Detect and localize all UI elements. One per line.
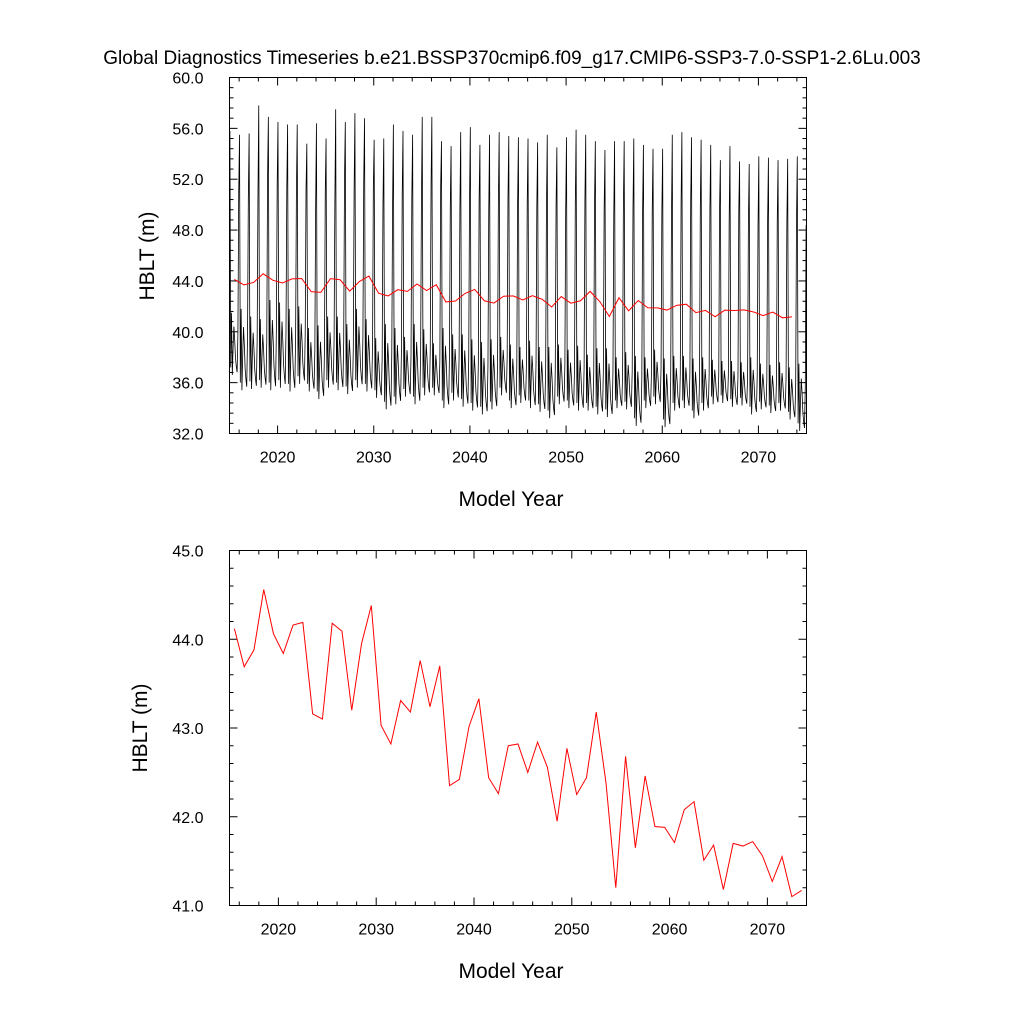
top-chart-y-tick-label: 52.0 [172, 172, 203, 189]
bottom-chart-y-tick-label: 41.0 [172, 899, 203, 916]
top-chart-y-tick-label: 60.0 [172, 71, 203, 88]
bottom-chart-y-tick-label: 45.0 [172, 544, 203, 561]
top-chart-tick-labels: 2020 2030 2040 2050 2060 2070 32.0 36.0 40.0 44.0… [172, 71, 776, 467]
bottom-chart-ticks [229, 550, 807, 906]
top-chart-lines [229, 105, 807, 431]
top-chart-y-tick-label: 48.0 [172, 223, 203, 240]
top-chart: 2020 2030 2040 2050 2060 2070 32.0 36.0 40.0 44.0… [136, 71, 807, 511]
top-chart-annual-mean-line [234, 273, 793, 319]
bottom-chart-x-axis-title: Model Year [458, 960, 563, 983]
top-chart-y-tick-label: 32.0 [172, 427, 203, 444]
bottom-chart: 2020 2030 2040 2050 2060 2070 41.0 42.0 43.0 44.0… [129, 544, 807, 983]
top-chart-plot-frame [229, 77, 807, 434]
top-chart-x-axis-title: Model Year [458, 488, 563, 511]
bottom-chart-y-tick-label: 43.0 [172, 721, 203, 738]
bottom-chart-y-tick-label: 44.0 [172, 632, 203, 649]
bottom-chart-plot-frame [229, 550, 807, 906]
top-chart-x-tick-label: 2030 [356, 450, 392, 467]
top-chart-y-tick-label: 44.0 [172, 274, 203, 291]
bottom-chart-y-tick-label: 42.0 [172, 810, 203, 827]
figure-title: Global Diagnostics Timeseries b.e21.BSSP… [103, 48, 920, 69]
top-chart-y-tick-label: 56.0 [172, 121, 203, 138]
bottom-chart-y-axis-title: HBLT (m) [129, 683, 152, 772]
top-chart-x-tick-label: 2050 [548, 450, 584, 467]
bottom-chart-annual-mean-line [233, 589, 802, 898]
top-chart-y-axis-title: HBLT (m) [136, 211, 159, 300]
top-chart-x-tick-label: 2060 [644, 450, 680, 467]
bottom-chart-x-tick-label: 2060 [652, 922, 688, 939]
bottom-chart-x-tick-label: 2050 [554, 922, 590, 939]
bottom-chart-lines [233, 589, 802, 898]
top-chart-x-tick-label: 2040 [452, 450, 488, 467]
bottom-chart-x-tick-label: 2040 [456, 922, 492, 939]
bottom-chart-tick-labels: 2020 2030 2040 2050 2060 2070 41.0 42.0 43.0 44.0… [172, 544, 785, 939]
top-chart-monthly-series-line [229, 105, 807, 431]
top-chart-y-tick-label: 36.0 [172, 376, 203, 393]
top-chart-y-tick-label: 40.0 [172, 325, 203, 342]
bottom-chart-x-tick-label: 2030 [358, 922, 394, 939]
top-chart-x-tick-label: 2070 [741, 450, 777, 467]
top-chart-x-tick-label: 2020 [260, 450, 296, 467]
bottom-chart-x-tick-label: 2020 [261, 922, 297, 939]
bottom-chart-x-tick-label: 2070 [750, 922, 786, 939]
